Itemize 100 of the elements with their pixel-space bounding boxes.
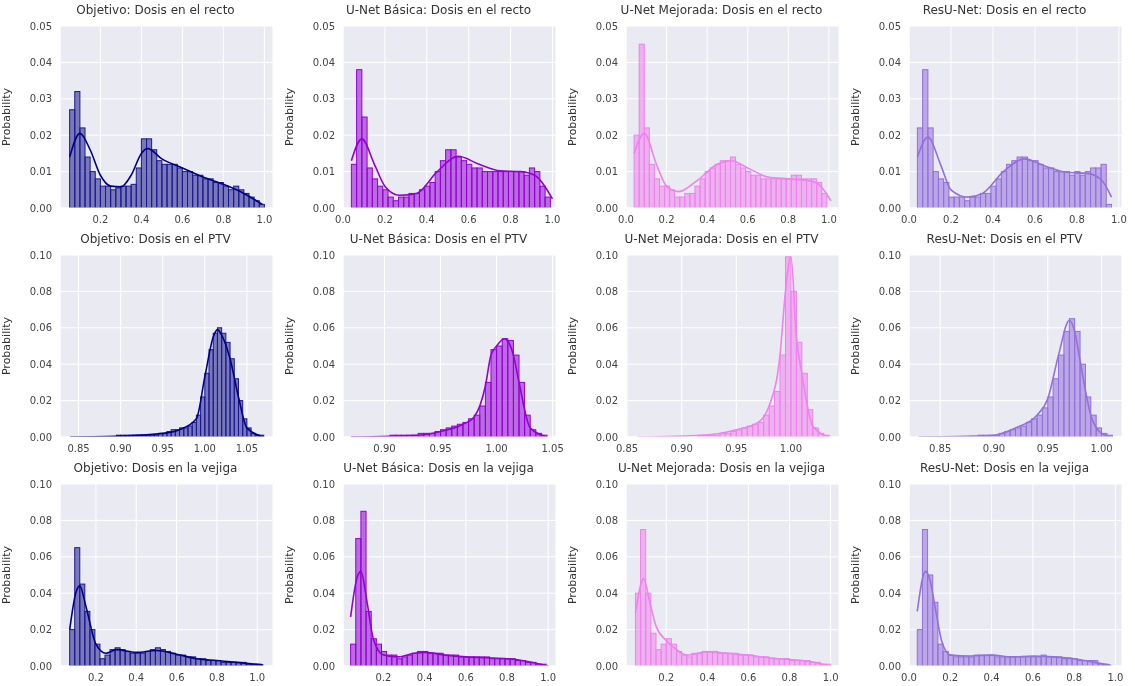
x-tick-label: 0.95 <box>429 443 452 455</box>
y-tick-label: 0.06 <box>878 322 901 334</box>
x-tick-label: 0.6 <box>457 672 474 684</box>
x-tick-label: 0.0 <box>901 214 917 226</box>
x-tick-label: 0.2 <box>375 672 392 684</box>
x-tick-label: 0.6 <box>174 214 191 226</box>
y-tick-label: 0.08 <box>595 285 618 297</box>
chart-title: Objetivo: Dosis en la vejiga <box>72 460 239 477</box>
x-tick-label: 0.2 <box>942 672 959 684</box>
y-tick-label: 0.06 <box>878 551 901 563</box>
y-tick-label: 0.10 <box>595 478 618 490</box>
x-tick-label: 0.6 <box>739 214 756 226</box>
y-tick-label: 0.00 <box>29 431 52 443</box>
chart-title: ResU-Net: Dosis en el recto <box>921 2 1088 19</box>
x-tick-label: 1.00 <box>485 443 508 455</box>
y-axis-title: Probability <box>282 316 296 376</box>
y-tick-label: 0.02 <box>878 129 901 141</box>
y-tick-label: 0.06 <box>312 322 335 334</box>
y-tick-label: 0.00 <box>595 202 618 214</box>
x-tick-label: 0.90 <box>670 443 693 455</box>
x-tick-label: 0.90 <box>982 443 1006 455</box>
x-tick-label: 1.05 <box>541 443 564 455</box>
y-tick-label: 0.04 <box>312 587 335 599</box>
y-tick-label: 0.00 <box>595 431 618 443</box>
y-tick-label: 0.06 <box>595 551 618 563</box>
x-tick-label: 1.0 <box>1110 214 1127 226</box>
x-tick-label: 0.6 <box>740 672 757 684</box>
y-tick-label: 0.00 <box>29 202 52 214</box>
y-tick-label: 0.01 <box>595 166 618 178</box>
x-tick-label: 1.0 <box>1107 672 1124 684</box>
x-tick-label: 0.4 <box>699 214 716 226</box>
y-tick-label: 0.03 <box>878 93 901 105</box>
y-axis-title: Probability <box>848 316 862 376</box>
y-tick-label: 0.08 <box>312 514 335 526</box>
x-tick-label: 0.6 <box>460 214 477 226</box>
y-axis-title: Probability <box>0 316 13 376</box>
x-tick-label: 0.8 <box>499 672 515 684</box>
y-axis-title: Probability <box>565 87 579 147</box>
x-tick-label: 0.90 <box>373 443 396 455</box>
y-axis-title: Probability <box>565 545 579 605</box>
chart-title: U-Net Mejorada: Dosis en el recto <box>619 2 824 19</box>
x-tick-label: 0.6 <box>1024 672 1041 684</box>
x-tick-label: 0.85 <box>615 443 639 455</box>
x-tick-label: 0.4 <box>416 672 433 684</box>
y-tick-label: 0.01 <box>29 166 52 178</box>
x-tick-label: 0.95 <box>151 443 174 455</box>
y-tick-label: 0.08 <box>878 514 901 526</box>
y-axis-title: Probability <box>0 545 13 605</box>
x-tick-label: 0.2 <box>943 214 959 226</box>
x-tick-label: 0.6 <box>1026 214 1043 226</box>
y-axis-title: Probability <box>565 316 579 376</box>
y-tick-label: 0.06 <box>595 322 618 334</box>
chart-title: U-Net Básica: Dosis en la vejiga <box>342 460 535 477</box>
y-tick-label: 0.00 <box>29 660 52 672</box>
x-tick-label: 0.8 <box>781 672 798 684</box>
y-tick-label: 0.08 <box>312 285 335 297</box>
y-tick-label: 0.04 <box>312 358 335 370</box>
y-axis-title: Probability <box>848 87 862 147</box>
x-tick-label: 0.8 <box>502 214 519 226</box>
chart-title: Objetivo: Dosis en el PTV <box>79 231 232 248</box>
y-tick-label: 0.10 <box>29 249 52 261</box>
x-tick-label: 0.4 <box>983 672 1000 684</box>
y-tick-label: 0.02 <box>595 624 618 636</box>
y-tick-label: 0.05 <box>312 20 335 32</box>
y-tick-label: 0.05 <box>595 20 618 32</box>
y-tick-label: 0.05 <box>878 20 901 32</box>
x-tick-label: 0.4 <box>699 672 716 684</box>
chart-title: U-Net Básica: Dosis en el recto <box>344 2 533 19</box>
x-tick-label: 0.2 <box>87 672 104 684</box>
y-tick-label: 0.00 <box>312 660 335 672</box>
y-tick-label: 0.08 <box>595 514 618 526</box>
y-tick-label: 0.00 <box>312 202 335 214</box>
y-tick-label: 0.04 <box>312 56 335 68</box>
y-tick-label: 0.03 <box>595 93 618 105</box>
chart-title: U-Net Mejorada: Dosis en el PTV <box>623 231 820 248</box>
y-tick-label: 0.01 <box>878 166 901 178</box>
y-tick-label: 0.02 <box>595 129 618 141</box>
x-tick-label: 0.0 <box>901 672 917 684</box>
y-tick-label: 0.03 <box>312 93 335 105</box>
y-tick-label: 0.02 <box>595 395 618 407</box>
y-tick-label: 0.02 <box>29 624 52 636</box>
y-tick-label: 0.10 <box>595 249 618 261</box>
x-tick-label: 0.2 <box>658 672 675 684</box>
x-tick-label: 0.90 <box>109 443 132 455</box>
x-tick-label: 0.8 <box>208 672 225 684</box>
y-tick-label: 0.02 <box>312 624 335 636</box>
chart-title: U-Net Mejorada: Dosis en la vejiga <box>616 460 827 477</box>
x-tick-label: 1.0 <box>544 214 561 226</box>
x-tick-label: 0.85 <box>67 443 90 455</box>
y-tick-label: 0.04 <box>878 56 901 68</box>
x-tick-label: 0.8 <box>1068 214 1085 226</box>
y-axis-title: Probability <box>282 545 296 605</box>
x-tick-label: 0.4 <box>128 672 145 684</box>
x-tick-label: 0.4 <box>418 214 435 226</box>
y-tick-label: 0.02 <box>878 395 901 407</box>
x-tick-label: 0.8 <box>780 214 797 226</box>
y-tick-label: 0.04 <box>595 56 618 68</box>
x-tick-label: 0.8 <box>215 214 232 226</box>
chart-title: ResU-Net: Dosis en la vejiga <box>918 460 1091 477</box>
y-tick-label: 0.04 <box>29 56 52 68</box>
